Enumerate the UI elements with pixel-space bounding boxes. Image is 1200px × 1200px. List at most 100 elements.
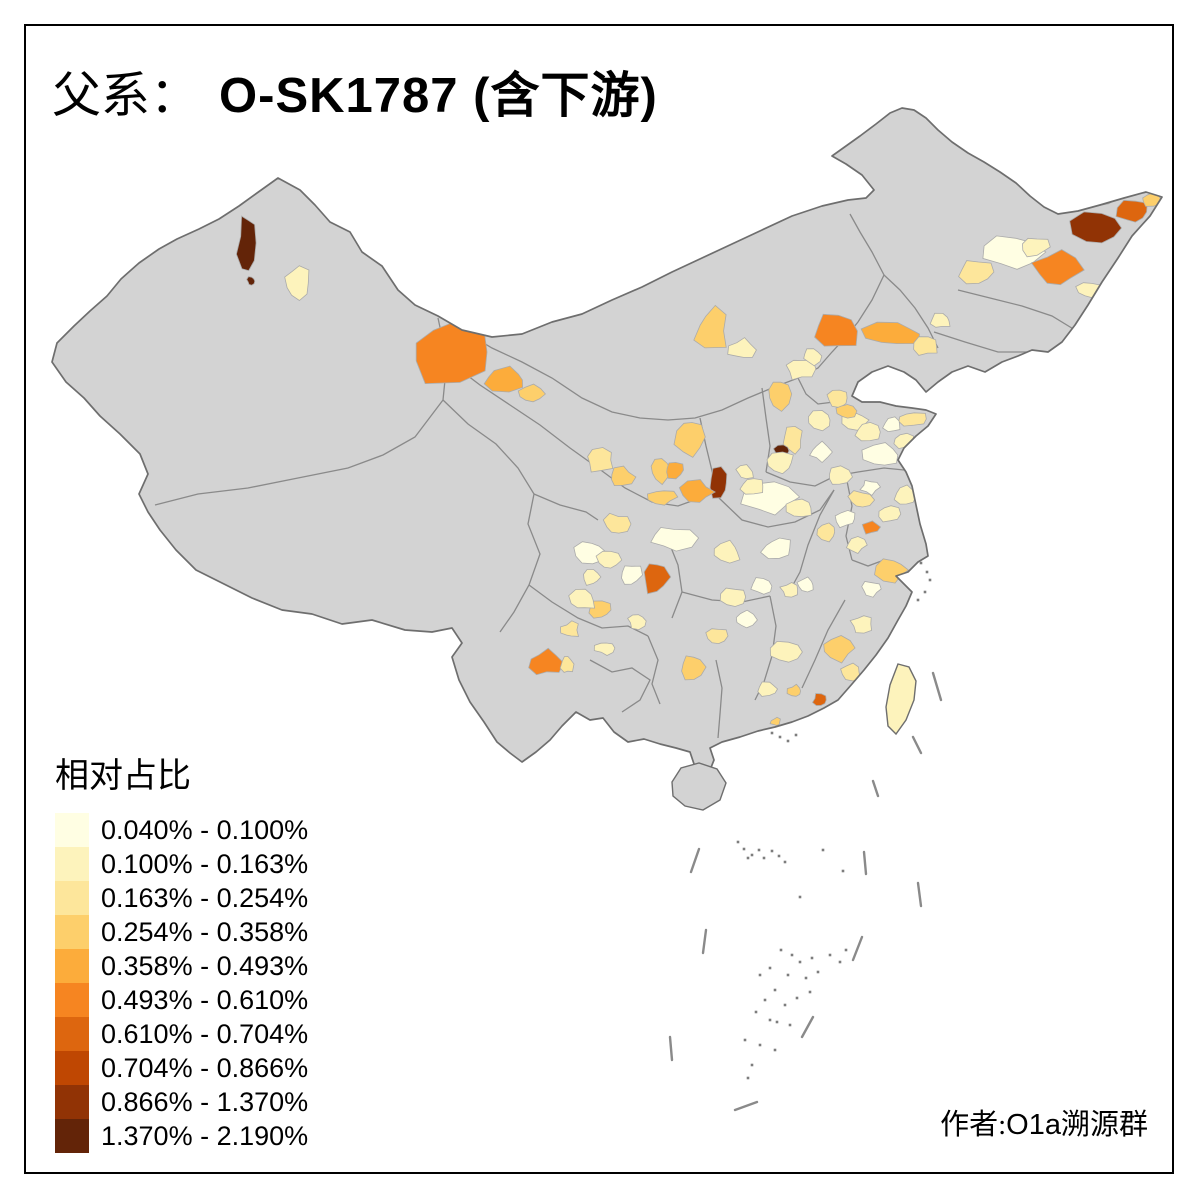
province-border bbox=[797, 377, 835, 405]
islet-dot bbox=[828, 953, 832, 957]
prefecture-patch bbox=[673, 422, 706, 458]
province-border bbox=[801, 599, 846, 689]
prefecture-patch bbox=[835, 404, 858, 419]
legend-row: 0.704% - 0.866% bbox=[55, 1051, 308, 1085]
legend-row: 0.610% - 0.704% bbox=[55, 1017, 308, 1051]
prefecture-patch bbox=[587, 447, 614, 473]
attribution-group-latin: O1a bbox=[1006, 1109, 1061, 1141]
prefecture-patch bbox=[646, 490, 679, 506]
prefecture-patch bbox=[882, 416, 901, 433]
prefecture-patch bbox=[786, 683, 802, 697]
nine-dash-segment bbox=[916, 881, 923, 908]
legend-rows: 0.040% - 0.100% 0.100% - 0.163% 0.163% - 0… bbox=[55, 813, 308, 1153]
province-border bbox=[715, 659, 723, 739]
nine-dash-segment bbox=[800, 1015, 815, 1039]
nine-dash-segment bbox=[911, 735, 923, 755]
islet-dot bbox=[746, 856, 750, 860]
legend-swatch bbox=[55, 949, 89, 983]
islet-dot bbox=[810, 956, 814, 960]
islet-dot bbox=[928, 578, 932, 582]
prefecture-patch bbox=[847, 490, 876, 508]
province-border bbox=[461, 329, 669, 421]
prefecture-patch bbox=[779, 582, 799, 598]
legend-label: 0.704% - 0.866% bbox=[101, 1052, 309, 1083]
islet-dot bbox=[821, 848, 825, 852]
prefecture-patch bbox=[568, 588, 596, 609]
taiwan-island bbox=[885, 663, 917, 736]
mainland-fill bbox=[52, 108, 1162, 779]
prefecture-patch bbox=[861, 442, 899, 466]
prefecture-patch bbox=[845, 536, 868, 554]
legend-label: 0.254% - 0.358% bbox=[101, 916, 309, 947]
nine-dash-segment bbox=[871, 779, 880, 798]
islet-dot bbox=[841, 869, 845, 873]
prefecture-patch bbox=[766, 451, 794, 475]
islet-dot bbox=[925, 570, 929, 574]
prefecture-patch bbox=[611, 465, 637, 487]
islet-dot bbox=[919, 561, 923, 565]
prefecture-patch bbox=[693, 304, 727, 349]
islet-dot bbox=[743, 1038, 747, 1042]
islet-dot bbox=[778, 735, 782, 739]
prefecture-patch bbox=[517, 383, 546, 403]
legend-row: 0.163% - 0.254% bbox=[55, 881, 308, 915]
prefecture-patch bbox=[583, 569, 602, 586]
legend-label: 0.163% - 0.254% bbox=[101, 882, 309, 913]
nine-dash-segment bbox=[701, 928, 708, 955]
province-border bbox=[589, 659, 651, 713]
prefecture-patch bbox=[727, 337, 757, 358]
province-border bbox=[883, 274, 939, 349]
islet-dot bbox=[798, 960, 802, 964]
nine-dash-segment bbox=[733, 1100, 759, 1112]
legend-row: 0.040% - 0.100% bbox=[55, 813, 308, 847]
islet-dot bbox=[783, 1003, 787, 1007]
prefecture-patch bbox=[769, 640, 803, 663]
province-border bbox=[787, 489, 835, 595]
islet-dot bbox=[758, 1043, 762, 1047]
province-border bbox=[647, 635, 661, 705]
islet-dot bbox=[775, 1020, 779, 1024]
prefecture-patch bbox=[678, 479, 716, 503]
prefecture-patch bbox=[861, 581, 882, 598]
prefecture-patch bbox=[834, 509, 856, 529]
legend-label: 1.370% - 2.190% bbox=[101, 1120, 309, 1151]
prefecture-patch bbox=[958, 260, 995, 285]
nine-dash-segment bbox=[862, 850, 868, 876]
prefecture-patch bbox=[796, 576, 814, 593]
attribution-prefix: 作者: bbox=[940, 1109, 1007, 1141]
legend-row: 0.254% - 0.358% bbox=[55, 915, 308, 949]
islet-dot bbox=[750, 853, 754, 857]
islet-dot bbox=[786, 973, 790, 977]
province-border bbox=[533, 493, 599, 521]
prefecture-patch bbox=[849, 615, 873, 634]
prefecture-patch bbox=[739, 478, 764, 495]
prefecture-patch bbox=[785, 498, 812, 518]
legend-title: 相对占比 bbox=[55, 758, 191, 795]
province-border bbox=[667, 213, 885, 421]
islet-dot bbox=[795, 996, 799, 1000]
islet-dot bbox=[804, 976, 808, 980]
islet-dot bbox=[770, 731, 774, 735]
legend-row: 1.370% - 2.190% bbox=[55, 1119, 308, 1153]
legend-row: 0.358% - 0.493% bbox=[55, 949, 308, 983]
islet-dot bbox=[773, 1048, 777, 1052]
islet-dot bbox=[757, 848, 761, 852]
legend-swatch bbox=[55, 1085, 89, 1119]
prefecture-patch bbox=[666, 461, 684, 480]
islet-dot bbox=[768, 1018, 772, 1022]
prefecture-patch bbox=[559, 655, 575, 673]
legend-swatch bbox=[55, 1051, 89, 1085]
page-title: 父系： O-SK1787 (含下游) bbox=[52, 56, 658, 127]
prefecture-patch bbox=[874, 558, 910, 584]
prefecture-patch bbox=[859, 479, 882, 496]
prefecture-patch bbox=[705, 628, 729, 645]
prefecture-patch bbox=[816, 522, 836, 543]
prefecture-patch bbox=[235, 215, 257, 272]
legend-label: 0.866% - 1.370% bbox=[101, 1086, 309, 1117]
legend-label: 0.100% - 0.163% bbox=[101, 848, 309, 879]
islet-dot bbox=[838, 960, 842, 964]
islet-dot bbox=[923, 590, 927, 594]
prefecture-patch bbox=[709, 466, 728, 499]
legend-swatch bbox=[55, 915, 89, 949]
